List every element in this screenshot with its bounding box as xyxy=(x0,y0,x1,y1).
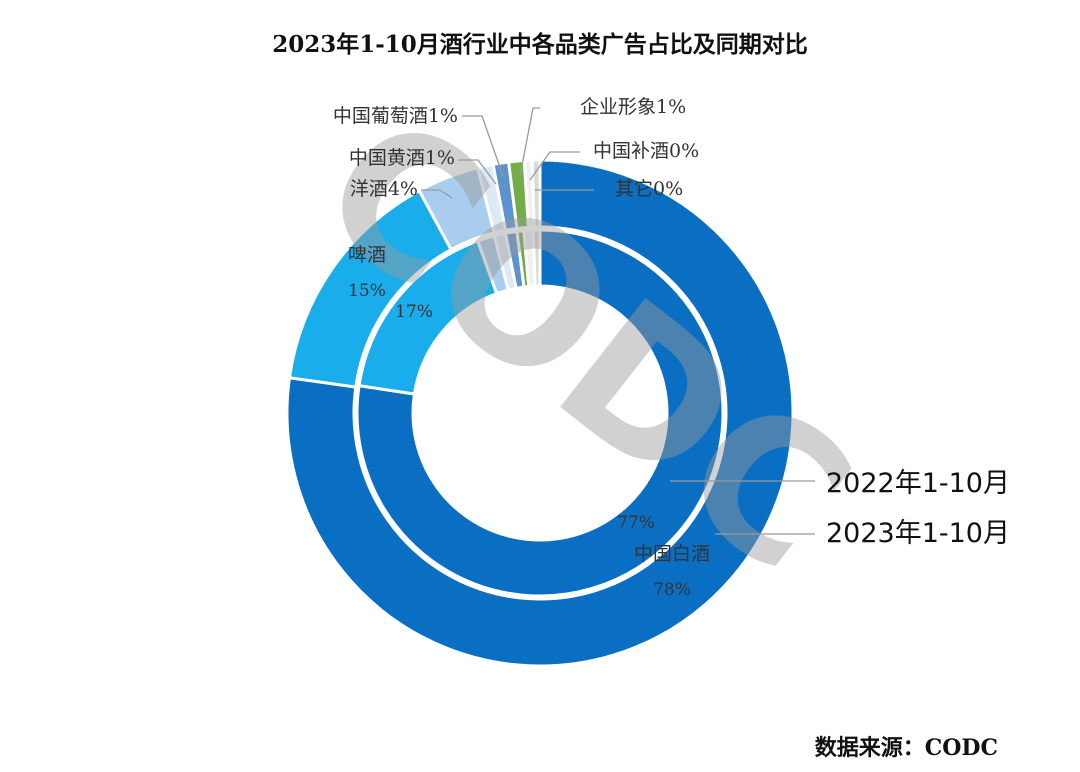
ring-label-2022: 2022年1-10月 xyxy=(826,468,1010,499)
label-putaojiu: 中国葡萄酒1% xyxy=(333,105,458,127)
label-huangjiu: 中国黄酒1% xyxy=(349,147,455,169)
value-baijiu-2022: 77% xyxy=(617,513,655,533)
label-bujiu: 中国补酒0% xyxy=(593,140,699,162)
leader-bujiu xyxy=(529,151,580,181)
slice-inner-0 xyxy=(355,228,725,598)
inner-ring-2022 xyxy=(355,228,725,598)
data-source: 数据来源：CODC xyxy=(815,735,998,761)
leader-putaojiu xyxy=(462,115,504,177)
value-pijiu-2022: 17% xyxy=(395,302,433,322)
leader-lines xyxy=(421,107,815,535)
slice-outer-7 xyxy=(530,158,542,229)
ring-label-2023: 2023年1-10月 xyxy=(826,518,1010,549)
leader-qiye xyxy=(519,107,540,177)
slice-outer-0 xyxy=(285,158,795,668)
slice-inner-7 xyxy=(531,228,542,288)
label-qita: 其它0% xyxy=(615,178,683,200)
label-qiye: 企业形象1% xyxy=(580,96,686,118)
value-pijiu-2023: 15% xyxy=(348,281,386,301)
label-baijiu: 中国白酒 xyxy=(634,543,710,565)
value-baijiu-2023: 78% xyxy=(653,580,691,600)
label-pijiu: 啤酒 xyxy=(348,244,386,266)
chart-title: 2023年1-10月酒行业中各品类广告占比及同期对比 xyxy=(272,31,808,58)
label-yangjiu: 洋酒4% xyxy=(350,178,418,200)
leader-yangjiu xyxy=(421,189,453,199)
leader-huangjiu xyxy=(458,159,497,185)
